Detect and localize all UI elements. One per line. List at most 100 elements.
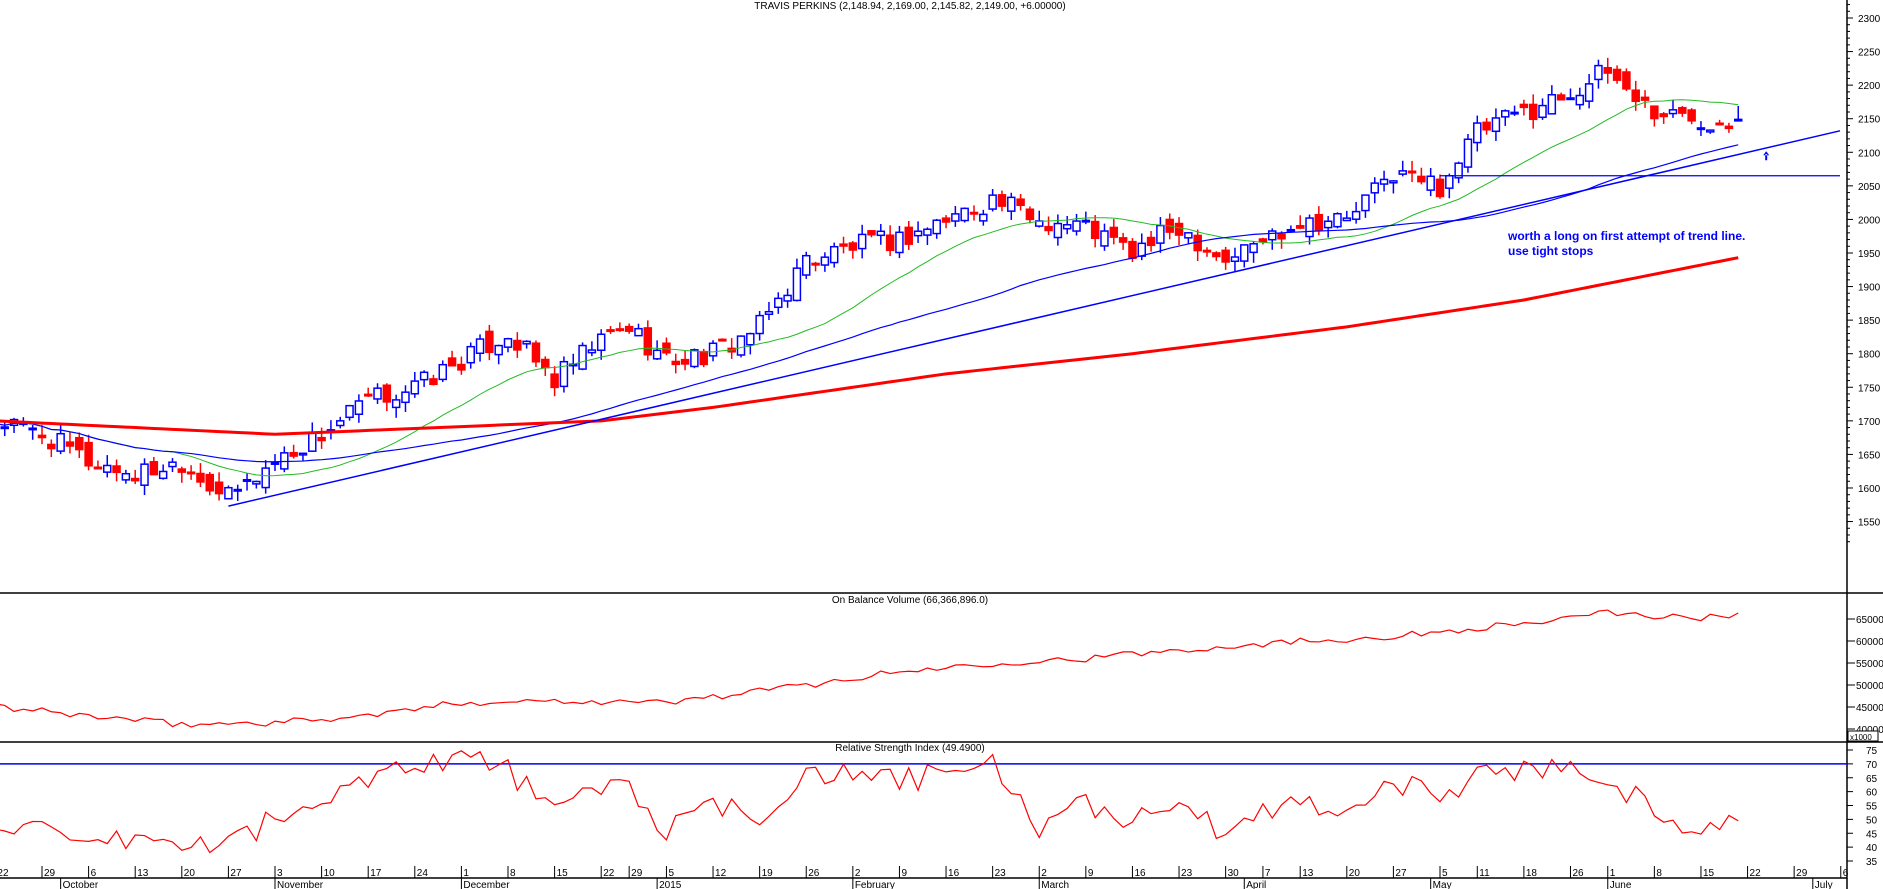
candle-down <box>1715 122 1724 126</box>
date-label: 26 <box>808 868 820 879</box>
candle-down <box>214 481 224 495</box>
candle-down <box>447 357 457 367</box>
candle-down <box>177 468 187 473</box>
month-label: June <box>1610 880 1632 889</box>
candle-up <box>168 461 177 468</box>
candle-down <box>130 477 140 482</box>
candle-up <box>820 256 830 266</box>
month-label: November <box>277 880 324 889</box>
candle-up <box>522 340 531 345</box>
candle-down <box>1044 225 1053 232</box>
candle-down <box>1556 94 1566 101</box>
price-tick-label: 1650 <box>1858 450 1881 461</box>
candle-down <box>1417 175 1426 183</box>
price-tick-label: 2300 <box>1858 14 1881 25</box>
candle-up <box>774 297 783 309</box>
date-label: 9 <box>901 868 907 879</box>
month-label: March <box>1041 880 1069 889</box>
rsi-tick-label: 65 <box>1866 774 1878 785</box>
candle-down <box>1202 249 1212 253</box>
rsi-tick-label: 60 <box>1866 788 1878 799</box>
date-label: 20 <box>184 868 196 879</box>
candle-up <box>224 486 233 500</box>
candle-up <box>158 470 168 480</box>
obv-tick-label: 55000 <box>1856 659 1883 670</box>
candle-up <box>494 344 503 356</box>
candle-up <box>801 254 811 276</box>
candle-down <box>699 350 708 366</box>
candle-up <box>979 213 988 222</box>
month-label: October <box>63 880 99 889</box>
candle-up <box>829 245 839 264</box>
candle-up <box>354 400 364 416</box>
candle-up <box>1575 94 1585 106</box>
candle-up <box>1584 83 1594 102</box>
obv-tick-label: 65000 <box>1856 615 1883 626</box>
obv-tick-label: 50000 <box>1856 681 1883 692</box>
candle-up <box>1473 122 1482 144</box>
date-label: 5 <box>668 868 674 879</box>
candle-down <box>624 325 634 332</box>
candle-up <box>1286 228 1296 232</box>
candle-down <box>1212 252 1221 258</box>
date-label: 6 <box>1843 868 1849 879</box>
date-label: 27 <box>1395 868 1407 879</box>
date-label: 29 <box>1796 868 1808 879</box>
candle-up <box>1668 109 1678 115</box>
candle-down <box>1724 125 1734 130</box>
candle-up <box>140 463 149 486</box>
candle-down <box>1277 233 1286 240</box>
price-tick-label: 1800 <box>1858 350 1881 361</box>
candle-down <box>848 242 858 251</box>
candle-up <box>1053 222 1063 239</box>
candle-up <box>298 452 308 456</box>
candle-down <box>1118 237 1128 243</box>
candle-up <box>1230 256 1240 263</box>
candle-up <box>1072 220 1081 232</box>
candle-down <box>1482 121 1491 131</box>
date-label: 23 <box>1181 868 1193 879</box>
candle-down <box>606 329 615 333</box>
price-tick-label: 1550 <box>1858 518 1881 529</box>
candle-up <box>1351 210 1361 220</box>
candle-down <box>811 262 820 266</box>
candle-down <box>1295 225 1305 229</box>
candle-up <box>308 431 317 452</box>
candle-down <box>1258 238 1268 243</box>
price-tick-label: 2250 <box>1858 48 1881 59</box>
candle-up <box>1389 180 1398 184</box>
candle-up <box>736 335 746 356</box>
date-label: 2 <box>855 868 861 879</box>
candle-up <box>233 488 242 492</box>
rsi-panel-title: Relative Strength Index (49.4900) <box>835 743 985 754</box>
candle-down <box>1435 178 1445 198</box>
arrow-up-icon <box>1763 151 1770 161</box>
candle-down <box>839 243 848 247</box>
candle-up <box>1305 217 1314 238</box>
candle-up <box>960 207 969 222</box>
candle-up <box>438 363 448 381</box>
date-label: 2 <box>1041 868 1047 879</box>
candle-down <box>643 327 653 356</box>
date-label: 6 <box>91 868 97 879</box>
rsi-line <box>0 750 1739 854</box>
candle-down <box>429 378 438 386</box>
candle-down <box>1314 213 1324 231</box>
candle-down <box>1687 109 1696 122</box>
candle-up <box>1500 110 1510 118</box>
rsi-tick-label: 75 <box>1866 746 1878 757</box>
candle-down <box>317 436 326 442</box>
candle-down <box>1025 208 1035 221</box>
candle-down <box>1603 66 1613 74</box>
candle-up <box>410 380 420 395</box>
date-label: 11 <box>1479 868 1490 879</box>
candle-up <box>857 233 867 250</box>
candle-up <box>876 230 886 237</box>
candle-down <box>615 328 625 332</box>
candle-down <box>904 226 914 245</box>
candle-up <box>0 426 9 430</box>
candle-up <box>1706 129 1715 133</box>
month-label: July <box>1815 880 1833 889</box>
candle-down <box>65 441 75 447</box>
